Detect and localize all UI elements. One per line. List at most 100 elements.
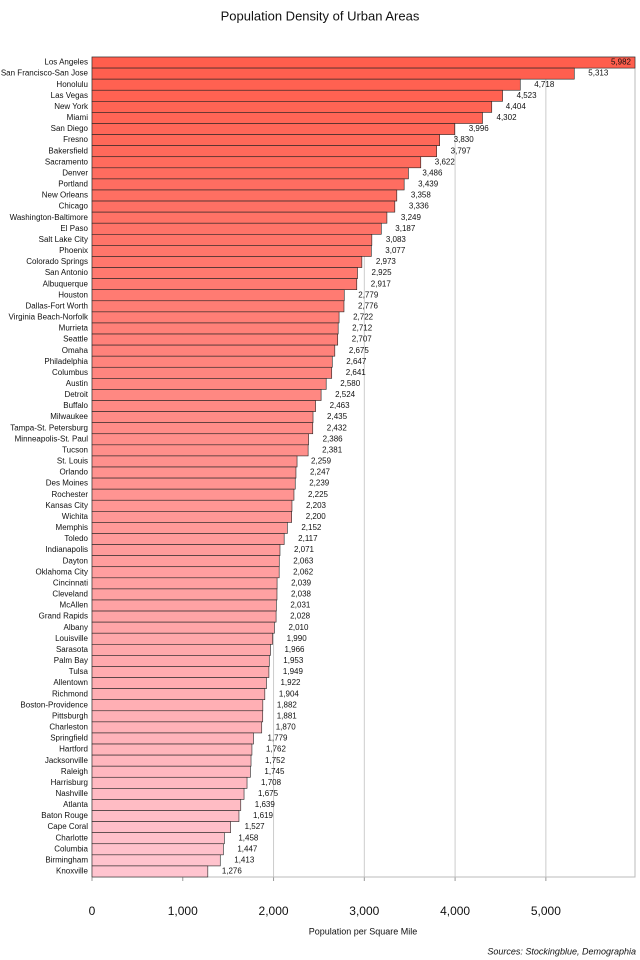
y-tick-label: Hartford: [59, 745, 88, 754]
value-label: 1,447: [237, 844, 258, 853]
value-label: 2,071: [294, 545, 315, 554]
value-label: 2,039: [291, 578, 312, 587]
x-tick-label: 4,000: [440, 904, 470, 918]
y-tick-label: Atlanta: [63, 800, 88, 809]
y-tick-label: Palm Bay: [54, 656, 88, 665]
bar: [91, 865, 209, 878]
bar: [91, 610, 277, 623]
y-tick-label: El Paso: [60, 224, 88, 233]
value-label: 2,038: [291, 590, 312, 599]
value-label: 1,990: [287, 634, 308, 643]
bar: [91, 710, 264, 723]
value-label: 3,249: [401, 213, 422, 222]
y-tick-label: Austin: [66, 379, 88, 388]
bar: [91, 566, 280, 579]
value-label: 3,439: [418, 180, 439, 189]
y-tick-label: Fresno: [63, 135, 88, 144]
x-tick-label: 1,000: [168, 904, 198, 918]
chart-title: Population Density of Urban Areas: [221, 8, 420, 23]
y-tick-label: Baton Rouge: [41, 811, 88, 820]
value-label: 2,152: [301, 523, 322, 532]
bar: [91, 289, 345, 302]
bar: [91, 333, 339, 346]
bar: [91, 178, 405, 191]
y-tick-label: Pittsburgh: [52, 711, 88, 720]
y-tick-label: Allentown: [53, 678, 88, 687]
bar: [91, 666, 270, 678]
bar: [91, 300, 345, 313]
y-tick-label: Minneapolis-St. Paul: [15, 434, 89, 443]
value-label: 2,776: [358, 301, 379, 310]
bar: [91, 245, 372, 257]
value-label: 1,779: [267, 734, 288, 743]
bar: [91, 322, 339, 335]
bar: [91, 256, 363, 268]
value-label: 1,413: [234, 855, 255, 864]
value-label: 1,675: [258, 789, 279, 798]
x-tick-label: 0: [89, 904, 96, 918]
bar: [91, 743, 253, 756]
value-label: 2,381: [322, 445, 343, 454]
bar: [91, 677, 267, 689]
y-tick-label: Las Vegas: [51, 91, 88, 100]
y-tick-label: Murrieta: [59, 324, 89, 333]
bar: [91, 499, 293, 512]
y-tick-label: Boston-Providence: [20, 700, 88, 709]
y-tick-label: Cincinnati: [53, 578, 88, 587]
value-label: 3,083: [386, 235, 407, 244]
y-tick-label: Houston: [58, 290, 88, 299]
y-tick-label: Washington-Baltimore: [10, 213, 89, 222]
y-tick-label: Chicago: [59, 202, 89, 211]
bar: [91, 344, 336, 357]
value-label: 3,797: [451, 146, 472, 155]
value-label: 1,527: [245, 822, 266, 831]
bar: [91, 477, 296, 490]
value-label: 1,619: [253, 811, 274, 820]
y-tick-label: Virginia Beach-Norfolk: [9, 313, 89, 322]
y-tick-label: Sacramento: [45, 157, 89, 166]
value-label: 2,239: [309, 479, 330, 488]
value-label: 2,973: [376, 257, 397, 266]
bar: [91, 267, 358, 279]
y-tick-label: Birmingham: [45, 855, 88, 864]
y-tick-label: Dayton: [63, 556, 88, 565]
value-label: 2,707: [352, 335, 373, 344]
y-tick-label: Buffalo: [63, 401, 88, 410]
bar: [91, 788, 245, 800]
bar: [91, 433, 309, 446]
y-tick-label: Salt Lake City: [39, 235, 88, 244]
y-tick-label: Seattle: [63, 335, 88, 344]
y-tick-label: Bakersfield: [48, 146, 88, 155]
y-tick-label: Louisville: [55, 634, 88, 643]
bar: [91, 732, 254, 745]
value-label: 2,435: [327, 412, 348, 421]
value-label: 4,718: [534, 80, 555, 89]
value-label: 1,745: [264, 767, 285, 776]
value-label: 5,982: [611, 58, 632, 67]
x-tick-label: 2,000: [259, 904, 289, 918]
value-label: 4,523: [517, 91, 538, 100]
bar: [91, 511, 292, 523]
value-label: 2,647: [346, 357, 367, 366]
value-label: 2,675: [349, 346, 370, 355]
bar: [91, 56, 636, 69]
y-tick-label: Richmond: [52, 689, 88, 698]
bar: [91, 533, 285, 545]
y-tick-label: Nashville: [56, 789, 89, 798]
bar: [91, 101, 493, 113]
value-label: 2,712: [352, 324, 373, 333]
value-label: 2,062: [293, 567, 314, 576]
y-tick-label: Orlando: [60, 468, 89, 477]
value-label: 3,996: [469, 124, 490, 133]
y-tick-label: Columbia: [54, 844, 88, 853]
y-tick-label: Denver: [62, 168, 88, 177]
y-tick-label: Wichita: [62, 512, 89, 521]
bar: [91, 167, 409, 180]
y-tick-label: Charlotte: [56, 833, 89, 842]
bar: [91, 366, 333, 379]
value-label: 2,200: [306, 512, 327, 521]
value-label: 2,779: [358, 290, 379, 299]
bar: [91, 89, 503, 102]
source: Sources: Stockingblue, Demographia: [487, 946, 636, 956]
